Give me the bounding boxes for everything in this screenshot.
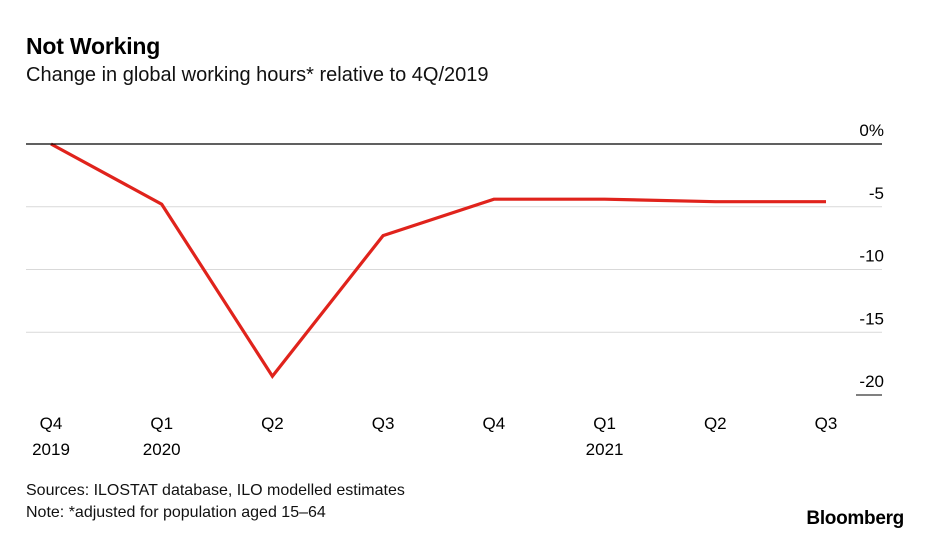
y-tick-label: -5 (869, 184, 884, 203)
chart-footnote: Sources: ILOSTAT database, ILO modelled … (26, 480, 405, 524)
x-tick-label: Q1 (150, 414, 173, 433)
sources-text: Sources: ILOSTAT database, ILO modelled … (26, 482, 405, 499)
x-tick-label: Q2 (704, 414, 727, 433)
note-text: Note: *adjusted for population aged 15–6… (26, 504, 326, 521)
x-tick-year-label: 2021 (586, 440, 624, 459)
x-tick-label: Q3 (815, 414, 838, 433)
x-tick-label: Q2 (261, 414, 284, 433)
y-tick-label: -20 (859, 372, 884, 391)
x-tick-label: Q3 (372, 414, 395, 433)
bloomberg-logo: Bloomberg (806, 508, 904, 529)
chart-title: Not Working (26, 33, 161, 59)
y-tick-label: -15 (859, 309, 884, 328)
series-line (50, 142, 826, 379)
y-tick-label: 0% (859, 121, 884, 140)
x-tick-year-label: 2019 (32, 440, 70, 459)
x-tick-year-label: 2020 (143, 440, 181, 459)
x-tick-label: Q4 (483, 414, 506, 433)
x-tick-label: Q4 (40, 414, 63, 433)
y-tick-label: -10 (859, 247, 884, 266)
x-tick-label: Q1 (593, 414, 616, 433)
chart-subtitle: Change in global working hours* relative… (26, 64, 489, 86)
